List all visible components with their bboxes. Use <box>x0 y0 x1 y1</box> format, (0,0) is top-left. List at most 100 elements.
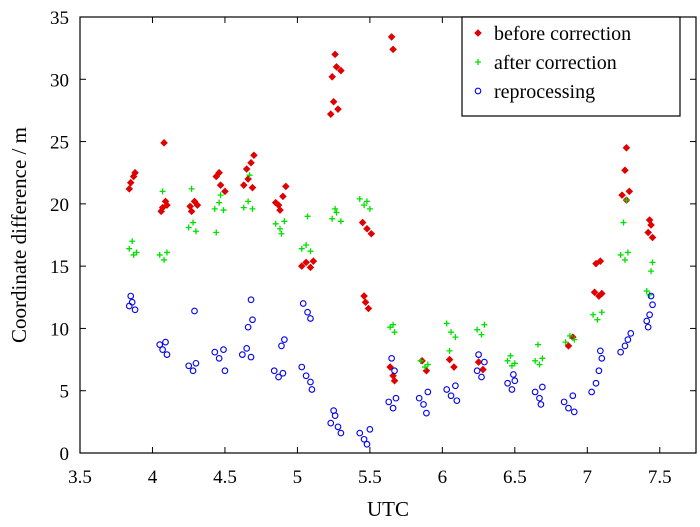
data-point <box>189 367 197 375</box>
data-point <box>479 365 487 374</box>
data-point <box>131 168 139 177</box>
data-point <box>220 346 227 353</box>
legend-marker-before-correction <box>474 29 482 37</box>
y-tick-label: 30 <box>50 70 69 91</box>
data-point <box>298 363 306 371</box>
y-tick-label: 20 <box>50 195 69 216</box>
data-point <box>328 73 336 81</box>
data-point <box>564 342 573 350</box>
data-point <box>129 238 136 245</box>
data-point <box>216 181 225 189</box>
data-point <box>423 409 430 417</box>
data-point <box>191 307 198 315</box>
data-point <box>624 336 632 343</box>
data-point <box>337 66 345 75</box>
data-point <box>356 429 364 437</box>
legend-label-reprocessing: reprocessing <box>494 81 595 103</box>
data-point <box>569 392 577 400</box>
legend: before correction after correction repro… <box>461 16 681 117</box>
data-point <box>562 339 569 346</box>
data-point <box>590 311 597 318</box>
data-point <box>565 404 572 412</box>
data-point <box>242 165 251 173</box>
data-point <box>560 398 568 406</box>
data-point <box>309 257 318 265</box>
data-point <box>452 382 459 390</box>
data-point <box>535 341 542 348</box>
data-point <box>304 213 311 220</box>
data-point <box>334 423 342 431</box>
data-point <box>332 205 339 212</box>
data-point <box>185 224 192 231</box>
data-point <box>306 263 315 272</box>
data-point <box>330 407 337 414</box>
data-point <box>361 202 368 209</box>
data-point <box>617 348 624 356</box>
data-point <box>622 144 631 152</box>
data-point <box>211 205 218 212</box>
data-point <box>159 188 166 195</box>
y-tick-label: 5 <box>60 382 70 403</box>
data-point <box>390 376 399 385</box>
data-point <box>361 298 370 307</box>
data-point <box>363 440 371 448</box>
data-point <box>282 182 290 191</box>
data-point <box>185 362 193 370</box>
data-point <box>160 139 168 147</box>
data-point <box>510 371 517 378</box>
data-point <box>247 296 255 304</box>
data-point <box>389 45 397 54</box>
data-point <box>648 233 657 242</box>
data-point <box>388 354 395 362</box>
data-point <box>594 316 601 323</box>
axis-ticks: 3.5 4 4.5 5 5.5 6 6.5 7 7.5 0 5 10 15 20 25 30 35 <box>50 8 696 488</box>
data-point <box>327 419 335 427</box>
data-point <box>481 358 488 366</box>
y-axis-label: Coordinate difference / m <box>7 127 31 343</box>
data-point <box>590 288 599 297</box>
data-point <box>298 245 305 252</box>
legend-box <box>461 16 681 117</box>
data-point <box>391 367 398 375</box>
data-point <box>247 158 255 167</box>
data-point <box>648 268 655 275</box>
data-point <box>337 429 345 437</box>
x-tick-label: 4.5 <box>213 467 237 488</box>
y-tick-label: 10 <box>50 319 69 340</box>
data-point <box>596 347 604 355</box>
data-point <box>159 346 166 353</box>
data-point <box>303 241 310 248</box>
data-point <box>304 308 311 316</box>
data-point <box>621 256 628 263</box>
data-point <box>238 351 246 358</box>
data-point <box>156 251 163 258</box>
data-point <box>275 373 282 381</box>
data-point <box>192 228 199 235</box>
data-point <box>420 401 427 408</box>
data-point <box>392 394 400 402</box>
data-point <box>445 355 454 364</box>
data-point <box>163 249 170 256</box>
data-point <box>390 321 397 328</box>
data-point <box>385 398 393 406</box>
data-point <box>278 342 285 350</box>
y-tick-label: 25 <box>50 133 69 154</box>
data-point <box>452 334 459 341</box>
data-point <box>453 397 461 405</box>
data-point <box>647 292 655 300</box>
data-point <box>126 245 133 252</box>
data-point <box>592 379 600 387</box>
data-point <box>133 249 140 256</box>
x-tick-label: 7.5 <box>648 467 672 488</box>
data-point <box>216 199 223 206</box>
data-point <box>424 361 431 368</box>
data-point <box>649 301 656 309</box>
data-point <box>646 291 653 298</box>
data-point <box>131 306 139 314</box>
data-point <box>281 336 288 343</box>
data-point <box>240 181 248 189</box>
data-point <box>333 209 340 216</box>
legend-entries <box>474 29 482 95</box>
data-point <box>504 379 511 387</box>
